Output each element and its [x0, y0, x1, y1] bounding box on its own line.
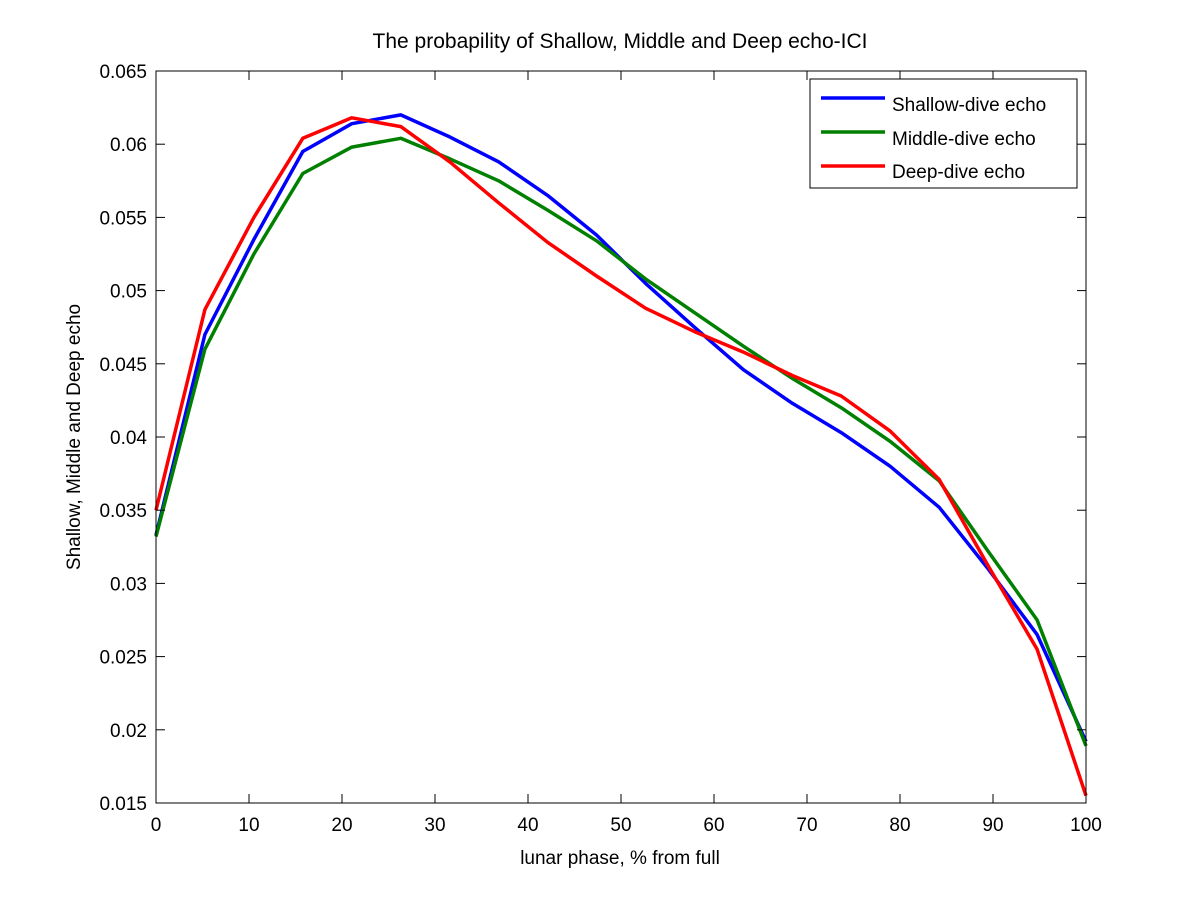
y-tick-label: 0.06 [110, 135, 147, 156]
y-tick-label: 0.05 [110, 282, 147, 303]
series-line-middle [154, 136, 1088, 747]
x-tick-label: 80 [889, 815, 910, 836]
y-tick-label: 0.065 [99, 62, 147, 83]
axes-box [155, 70, 1087, 804]
x-tick-label: 90 [982, 815, 1003, 836]
x-tick-label: 50 [610, 815, 631, 836]
x-tick-label: 20 [331, 815, 352, 836]
y-axis-label: Shallow, Middle and Deep echo [64, 304, 85, 570]
ticks-layer: 0 10 20 30 40 50 60 70 80 90 100 0.015 0.02 0.025 0.03… [99, 62, 1101, 836]
legend-label-shallow: Shallow-dive echo [892, 95, 1046, 116]
y-tick-label: 0.015 [99, 794, 147, 815]
y-tick-label: 0.03 [110, 574, 147, 595]
y-tick-label: 0.02 [110, 721, 147, 742]
series-line-deep [154, 116, 1088, 797]
y-tick-label: 0.04 [110, 428, 147, 449]
legend-label-deep: Deep-dive echo [892, 162, 1025, 183]
x-tick-label: 10 [238, 815, 259, 836]
y-tick-label: 0.035 [99, 501, 147, 522]
legend: Shallow-dive echo Middle-dive echo Deep-… [809, 78, 1078, 189]
y-tick-label: 0.055 [99, 208, 147, 229]
x-tick-label: 40 [517, 815, 538, 836]
y-tick-label: 0.025 [99, 648, 147, 669]
x-tick-label: 60 [703, 815, 724, 836]
axes-background [156, 71, 1086, 803]
plot-area [156, 71, 1086, 803]
series-layer [154, 113, 1088, 797]
x-tick-label: 30 [424, 815, 445, 836]
y-tick-label: 0.045 [99, 355, 147, 376]
x-tick-label: 100 [1070, 815, 1102, 836]
x-tick-label: 0 [151, 815, 162, 836]
chart-title: The probapility of Shallow, Middle and D… [373, 30, 868, 53]
x-tick-label: 70 [796, 815, 817, 836]
x-axis-label: lunar phase, % from full [520, 848, 720, 869]
legend-label-middle: Middle-dive echo [892, 129, 1036, 150]
